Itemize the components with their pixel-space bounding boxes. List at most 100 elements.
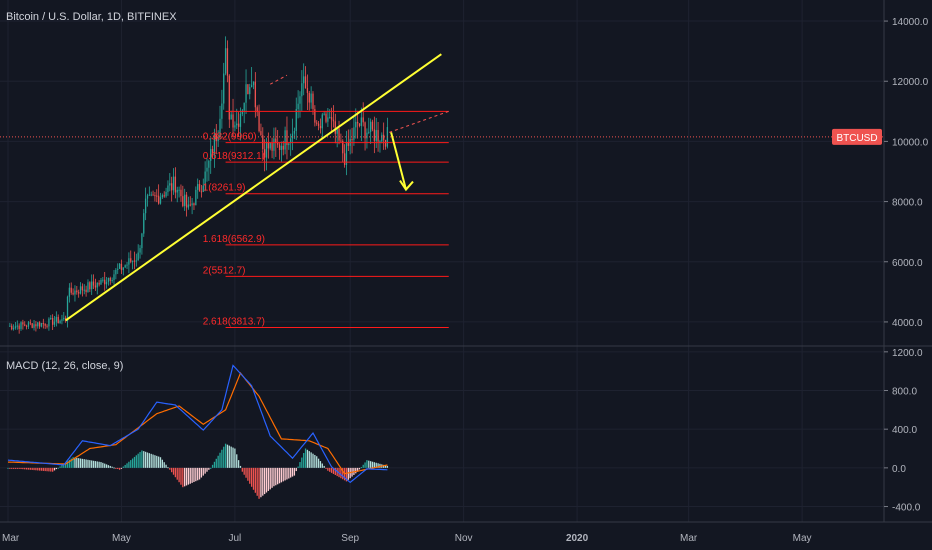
candle-body	[184, 194, 186, 206]
candle-body	[347, 142, 349, 146]
histogram-bar	[68, 459, 71, 468]
candle-body	[70, 287, 72, 293]
candle-body	[306, 88, 309, 93]
histogram-bar	[275, 467, 277, 486]
y-tick-label: 1200.0	[892, 348, 923, 359]
histogram-bar	[87, 459, 89, 468]
candle-body	[377, 130, 379, 142]
fibonacci-levels: 0.382(9960) 0.618(9312.1) 1(8261.9) 1.618(6…	[203, 110, 449, 329]
candle-body	[334, 121, 336, 134]
histogram-bar	[176, 467, 178, 480]
candle-body	[85, 289, 87, 293]
candle-body	[98, 282, 100, 285]
histogram-bar	[226, 444, 229, 468]
histogram-bar	[163, 462, 165, 468]
candle-body	[182, 196, 184, 206]
histogram-bar	[113, 467, 115, 469]
candle-body	[211, 149, 214, 155]
candle-body	[139, 248, 141, 253]
candle-body	[215, 134, 217, 142]
candle-body	[174, 176, 177, 193]
down-arrow-head	[399, 179, 414, 192]
histogram-bar	[189, 467, 191, 484]
macd-pane[interactable]	[0, 345, 932, 499]
candle-body	[232, 114, 234, 128]
y-tick-label: 6000.0	[892, 258, 923, 269]
candle-body	[327, 117, 329, 122]
histogram-bar	[27, 467, 30, 470]
candle-body	[319, 125, 322, 129]
candle-body	[371, 121, 374, 130]
candle-body	[133, 260, 136, 262]
histogram-bar	[252, 467, 255, 490]
y-tick-label: 4000.0	[892, 318, 923, 329]
candle-body	[258, 112, 260, 132]
histogram-bar	[51, 467, 54, 472]
candle-body	[157, 195, 160, 204]
histogram-bar	[198, 467, 201, 480]
candle-body	[126, 264, 128, 266]
histogram-bar	[94, 461, 97, 468]
candle-body	[304, 76, 307, 89]
candle-body	[83, 289, 85, 291]
candle-body	[379, 141, 381, 143]
histogram-bar	[215, 458, 217, 468]
histogram-bar	[38, 467, 41, 471]
candle-body	[260, 131, 262, 136]
histogram-bar	[269, 467, 271, 490]
candle-body	[135, 260, 137, 262]
histogram-bar	[92, 460, 95, 468]
candle-body	[217, 136, 219, 142]
histogram-bar	[11, 467, 13, 469]
price-pane[interactable]	[0, 36, 884, 334]
histogram-bar	[152, 454, 154, 468]
candle-body	[105, 281, 108, 285]
fib-level-label: 0.618(9312.1)	[203, 151, 265, 162]
candle-body	[342, 140, 344, 154]
histogram-bar	[171, 467, 173, 473]
histogram-bar	[124, 464, 126, 468]
candle-body	[169, 183, 171, 186]
histogram-bar	[137, 453, 139, 468]
histogram-bar	[35, 467, 37, 471]
histogram-bar	[46, 467, 48, 472]
candle-body	[366, 132, 368, 139]
histogram-bar	[61, 465, 63, 468]
candle-body	[308, 92, 310, 103]
candle-body	[113, 274, 115, 281]
candle-body	[124, 265, 126, 268]
candle-body	[25, 325, 28, 327]
symbol-badge	[832, 128, 882, 145]
histogram-bar	[143, 451, 145, 468]
histogram-bar	[254, 467, 256, 493]
histogram-bar	[157, 456, 160, 468]
candle-body	[159, 197, 162, 204]
candle-body	[146, 195, 149, 199]
candle-body	[213, 134, 216, 155]
candle-body	[340, 140, 342, 142]
candle-body	[321, 114, 323, 129]
candle-body	[325, 113, 327, 122]
histogram-bar	[165, 464, 167, 468]
candle-body	[198, 184, 201, 192]
histogram-bar	[314, 454, 316, 468]
candle-body	[24, 324, 26, 326]
candle-body	[277, 142, 279, 145]
histogram-bar	[258, 467, 260, 499]
histogram-bar	[379, 463, 381, 468]
y-tick-label: 800.0	[892, 387, 917, 398]
candle-body	[37, 322, 39, 327]
candle-body	[265, 142, 268, 158]
candle-body	[14, 326, 17, 329]
candle-body	[104, 279, 106, 285]
histogram-bar	[178, 467, 180, 483]
candle-body	[384, 139, 387, 147]
histogram-bar	[12, 467, 15, 469]
candle-body	[373, 129, 376, 141]
histogram-bar	[301, 457, 303, 468]
histogram-bar	[295, 467, 297, 472]
histogram-bar	[334, 467, 336, 476]
histogram-bar	[144, 451, 147, 468]
candle-body	[210, 149, 212, 161]
